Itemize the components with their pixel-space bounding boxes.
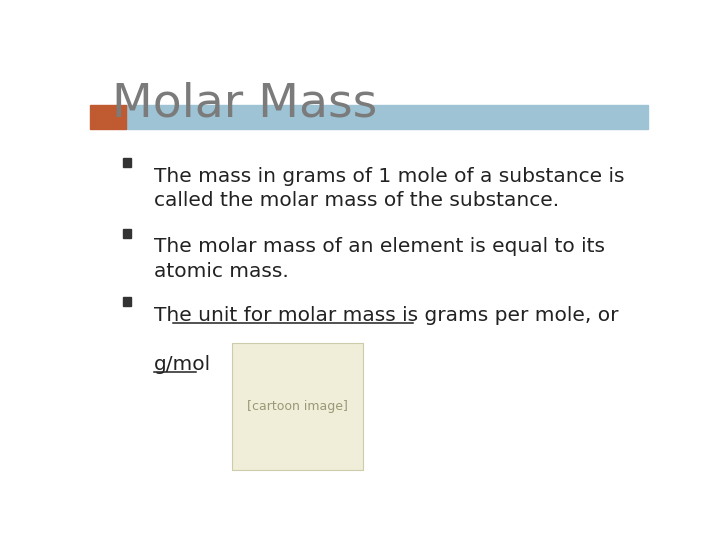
Bar [90, 105, 126, 129]
Bar [124, 228, 131, 238]
Text: g/mol: g/mol [154, 355, 211, 374]
Bar [124, 298, 131, 306]
Text: The mass in grams of 1 mole of a substance is
called the molar mass of the subst: The mass in grams of 1 mole of a substan… [154, 167, 625, 211]
Text: [cartoon image]: [cartoon image] [248, 400, 348, 413]
Text: Molar Mass: Molar Mass [112, 82, 377, 126]
FancyBboxPatch shape [233, 343, 364, 470]
Text: The molar mass of an element is equal to its
atomic mass.: The molar mass of an element is equal to… [154, 238, 606, 281]
Bar [124, 158, 131, 167]
Text: The unit for molar mass is grams per mole, or: The unit for molar mass is grams per mol… [154, 306, 618, 325]
Bar [126, 105, 648, 129]
